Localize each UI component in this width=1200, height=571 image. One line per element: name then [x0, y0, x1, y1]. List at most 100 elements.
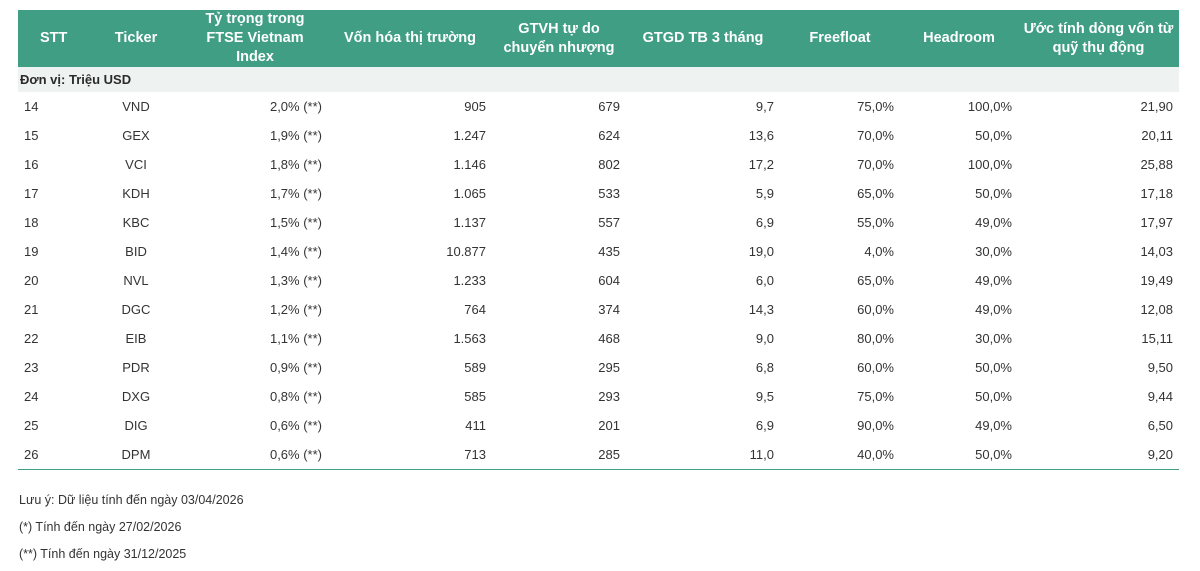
cell-ticker: NVL [123, 273, 149, 288]
cell-stt: 22 [24, 331, 39, 346]
cell-headroom: 50,0% [900, 440, 1018, 470]
cell-headroom: 49,0% [975, 302, 1012, 317]
cell-gtvh: 624 [598, 128, 620, 143]
table-row: 18 KBC 1,5% (**) 1.137 557 6,9 55,0% 49,0% 17,97 [18, 208, 1179, 237]
cell-headroom: 49,0% [975, 418, 1012, 433]
header-row: STT Ticker Tỷ trọng trong FTSE Vietnam I… [18, 10, 1179, 67]
cell-market-cap: 10.877 [446, 244, 486, 259]
cell-market-cap: 1.146 [453, 157, 486, 172]
table-row: 21 DGC 1,2% (**) 764 374 14,3 60,0% 49,0% 12,08 [18, 295, 1179, 324]
cell-weight: 1,1% (**) [269, 331, 322, 346]
cell-market-cap: 411 [465, 418, 486, 433]
cell-stt: 17 [24, 186, 39, 201]
cell-flow: 14,03 [1140, 244, 1173, 259]
cell-gtgd: 11,0 [626, 440, 780, 470]
cell-gtvh: 201 [598, 418, 620, 433]
header-gtvh: GTVH tự do chuyển nhượng [492, 10, 626, 67]
header-gtgd: GTGD TB 3 tháng [626, 10, 780, 67]
cell-weight: 0,6% (**) [182, 440, 328, 470]
cell-stt: 15 [24, 128, 39, 143]
header-stt: STT [18, 10, 90, 67]
cell-freefloat: 4,0% [864, 244, 894, 259]
cell-stt: 16 [24, 157, 39, 172]
note-single-asterisk: (*) Tính đến ngày 27/02/2026 [19, 520, 182, 534]
cell-freefloat: 65,0% [857, 273, 894, 288]
cell-market-cap: 905 [464, 99, 486, 114]
cell-market-cap: 713 [328, 440, 492, 470]
cell-weight: 1,7% (**) [269, 186, 322, 201]
notes: Lưu ý: Dữ liệu tính đến ngày 03/04/2026 … [19, 490, 244, 571]
table-row: 19 BID 1,4% (**) 10.877 435 19,0 4,0% 30,0% 14,0… [18, 237, 1179, 266]
cell-gtvh: 533 [598, 186, 620, 201]
cell-headroom: 50,0% [975, 389, 1012, 404]
cell-gtvh: 604 [598, 273, 620, 288]
unit-section: Đơn vị: Triệu USD [18, 67, 1179, 92]
table-row: 16 VCI 1,8% (**) 1.146 802 17,2 70,0% 100,0% 25,… [18, 150, 1179, 179]
cell-freefloat: 70,0% [857, 157, 894, 172]
cell-freefloat: 60,0% [857, 302, 894, 317]
cell-flow: 9,44 [1147, 389, 1173, 404]
cell-gtgd: 19,0 [748, 244, 774, 259]
cell-gtvh: 468 [598, 331, 620, 346]
cell-stt: 26 [18, 440, 90, 470]
cell-market-cap: 589 [464, 360, 486, 375]
cell-flow: 12,08 [1140, 302, 1173, 317]
cell-market-cap: 1.563 [453, 331, 486, 346]
cell-gtvh: 293 [598, 389, 620, 404]
cell-headroom: 49,0% [975, 273, 1012, 288]
cell-ticker: DPM [90, 440, 182, 470]
cell-weight: 1,8% (**) [269, 157, 322, 172]
cell-stt: 21 [24, 302, 39, 317]
table-row: 15 GEX 1,9% (**) 1.247 624 13,6 70,0% 50,0% 20,1… [18, 121, 1179, 150]
cell-stt: 20 [24, 273, 39, 288]
cell-freefloat: 65,0% [857, 186, 894, 201]
table-row: 26 DPM 0,6% (**) 713 285 11,0 40,0% 50,0% 9,20 [18, 440, 1179, 470]
cell-gtvh: 557 [598, 215, 620, 230]
cell-gtvh: 679 [598, 99, 620, 114]
cell-freefloat: 70,0% [857, 128, 894, 143]
cell-headroom: 50,0% [975, 360, 1012, 375]
cell-ticker: KDH [122, 186, 150, 201]
cell-market-cap: 1.137 [453, 215, 486, 230]
cell-gtvh: 435 [598, 244, 620, 259]
cell-weight: 2,0% (**) [269, 99, 322, 114]
cell-gtgd: 14,3 [748, 302, 774, 317]
table-row: 24 DXG 0,8% (**) 585 293 9,5 75,0% 50,0% 9,44 [18, 382, 1179, 411]
note-data-date: Lưu ý: Dữ liệu tính đến ngày 03/04/2026 [19, 493, 244, 507]
cell-market-cap: 1.233 [453, 273, 486, 288]
header-market-cap: Vốn hóa thị trường [328, 10, 492, 67]
cell-ticker: DXG [121, 389, 151, 404]
cell-freefloat: 80,0% [857, 331, 894, 346]
cell-stt: 14 [24, 99, 39, 114]
cell-freefloat: 75,0% [857, 99, 894, 114]
table-row: 23 PDR 0,9% (**) 589 295 6,8 60,0% 50,0% 9,50 [18, 353, 1179, 382]
cell-stt: 18 [24, 215, 39, 230]
cell-flow: 25,88 [1140, 157, 1173, 172]
cell-weight: 1,3% (**) [269, 273, 322, 288]
cell-gtvh: 295 [598, 360, 620, 375]
cell-gtvh: 374 [598, 302, 620, 317]
cell-gtgd: 13,6 [748, 128, 774, 143]
cell-headroom: 100,0% [967, 99, 1012, 114]
header-headroom: Headroom [900, 10, 1018, 67]
cell-freefloat: 75,0% [857, 389, 894, 404]
ftse-vietnam-table: STT Ticker Tỷ trọng trong FTSE Vietnam I… [18, 10, 1179, 470]
cell-headroom: 50,0% [975, 186, 1012, 201]
table-row: 20 NVL 1,3% (**) 1.233 604 6,0 65,0% 49,0% 19,49 [18, 266, 1179, 295]
cell-flow: 9,20 [1018, 440, 1179, 470]
cell-freefloat: 60,0% [857, 360, 894, 375]
cell-flow: 20,11 [1141, 128, 1173, 143]
cell-stt: 24 [24, 389, 39, 404]
cell-flow: 9,50 [1147, 360, 1173, 375]
header-flow: Ước tính dòng vốn từ quỹ thụ động [1018, 10, 1179, 67]
cell-weight: 0,6% (**) [269, 418, 322, 433]
unit-label: Đơn vị: Triệu USD [18, 67, 1179, 92]
cell-headroom: 100,0% [967, 157, 1012, 172]
unit-row: Đơn vị: Triệu USD [18, 67, 1179, 92]
header-ticker: Ticker [90, 10, 182, 67]
cell-freefloat: 90,0% [857, 418, 894, 433]
note-double-asterisk: (**) Tính đến ngày 31/12/2025 [19, 547, 187, 561]
cell-flow: 6,50 [1147, 418, 1173, 433]
table-row: 22 EIB 1,1% (**) 1.563 468 9,0 80,0% 30,0% 15,11 [18, 324, 1179, 353]
cell-ticker: EIB [125, 331, 147, 346]
